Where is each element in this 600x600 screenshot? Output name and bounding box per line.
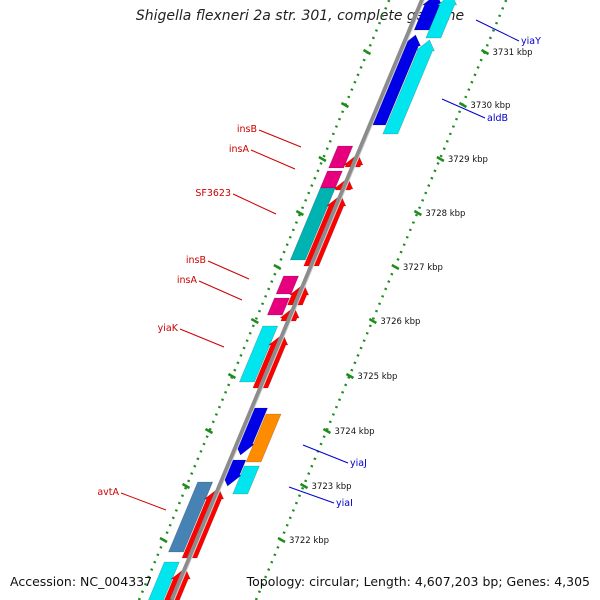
tick-mark — [250, 317, 259, 325]
gene-feature-orange[interactable] — [245, 413, 282, 463]
tick-mark — [295, 209, 304, 217]
tick-label: 3727 kbp — [403, 263, 443, 273]
gene-label-yiaJ[interactable]: yiaJ — [350, 458, 367, 469]
gene-label-yiaY[interactable]: yiaY — [521, 36, 541, 47]
gene-feature-magenta[interactable] — [275, 275, 300, 295]
tick-mark — [299, 482, 309, 490]
gene-feature-blue[interactable] — [413, 0, 443, 31]
gene-label-yiaI[interactable]: yiaI — [336, 498, 353, 509]
label-leader-line — [207, 260, 250, 280]
gene-label-insA[interactable]: insA — [177, 275, 198, 286]
tick-mark — [273, 263, 282, 271]
tick-mark — [458, 101, 468, 109]
label-leader-line — [258, 129, 302, 148]
gene-feature-cyan[interactable] — [238, 325, 279, 383]
tick-mark — [277, 536, 286, 544]
tick-mark — [181, 482, 191, 490]
genome-summary: Topology: circular; Length: 4,607,203 bp… — [246, 574, 590, 589]
tick-label: 3725 kbp — [357, 372, 397, 382]
tick-mark — [322, 427, 332, 435]
label-leader-line — [288, 486, 335, 504]
gene-label-insB[interactable]: insB — [186, 255, 206, 266]
backbone-line — [169, 0, 425, 600]
gene-label-aldB[interactable]: aldB — [487, 113, 508, 124]
gene-feature-steel[interactable] — [168, 481, 214, 553]
tick-label: 3723 kbp — [312, 482, 352, 492]
tick-mark — [227, 372, 237, 380]
gene-feature-magenta[interactable] — [266, 297, 290, 316]
label-leader-line — [120, 492, 167, 511]
tick-mark — [362, 48, 372, 56]
kbp-ticks: 3731 kbp 3730 kbp 3729 kbp 3728 kbp 3727 kbp… — [159, 48, 533, 546]
tick-mark — [159, 536, 168, 544]
gene-label-avtA[interactable]: avtA — [97, 487, 119, 498]
gene-feature-magenta[interactable] — [328, 145, 354, 169]
tick-mark — [436, 155, 445, 163]
backbone-highlight — [173, 0, 425, 600]
gene-features — [147, 0, 458, 600]
gene-feature-cyan[interactable] — [232, 465, 260, 495]
label-leader-line — [302, 444, 349, 464]
dotted-guide-inner — [137, 0, 391, 600]
gene-label-insA[interactable]: insA — [229, 144, 250, 155]
label-leader-line — [441, 98, 486, 119]
tick-mark — [318, 155, 327, 163]
tick-mark — [345, 372, 355, 380]
tick-label: 3728 kbp — [425, 209, 465, 219]
map-title: Shigella flexneri 2a str. 301, complete … — [135, 8, 465, 24]
tick-label: 3731 kbp — [493, 48, 533, 58]
tick-label: 3724 kbp — [334, 427, 374, 437]
gene-feature-cyan[interactable] — [382, 39, 435, 135]
tick-mark — [340, 101, 350, 109]
label-leader-line — [250, 149, 296, 170]
tick-mark — [480, 48, 490, 56]
tick-mark — [204, 427, 214, 435]
tick-label: 3726 kbp — [380, 317, 420, 327]
accession-text: Accession: NC_004337 — [10, 574, 153, 589]
gene-label-yiaK[interactable]: yiaK — [158, 323, 179, 334]
tick-label: 3730 kbp — [470, 101, 510, 111]
tick-mark — [391, 263, 400, 271]
label-leader-line — [179, 328, 225, 348]
gene-labels: yiaY aldB insB insA SF3623 insB insA yiaK yiaJ yi… — [97, 19, 541, 511]
tick-label: 3729 kbp — [448, 155, 488, 165]
gene-feature-cyan[interactable] — [425, 0, 458, 39]
gene-feature-cyan[interactable] — [147, 561, 180, 600]
gene-label-insB[interactable]: insB — [237, 124, 257, 135]
tick-label: 3722 kbp — [289, 536, 329, 546]
gene-feature-teal[interactable] — [289, 187, 336, 261]
tick-mark — [368, 317, 377, 325]
label-leader-line — [475, 19, 520, 42]
tick-mark — [413, 209, 422, 217]
gene-label-SF3623[interactable]: SF3623 — [195, 188, 231, 199]
label-leader-line — [232, 193, 277, 215]
label-leader-line — [198, 280, 243, 301]
